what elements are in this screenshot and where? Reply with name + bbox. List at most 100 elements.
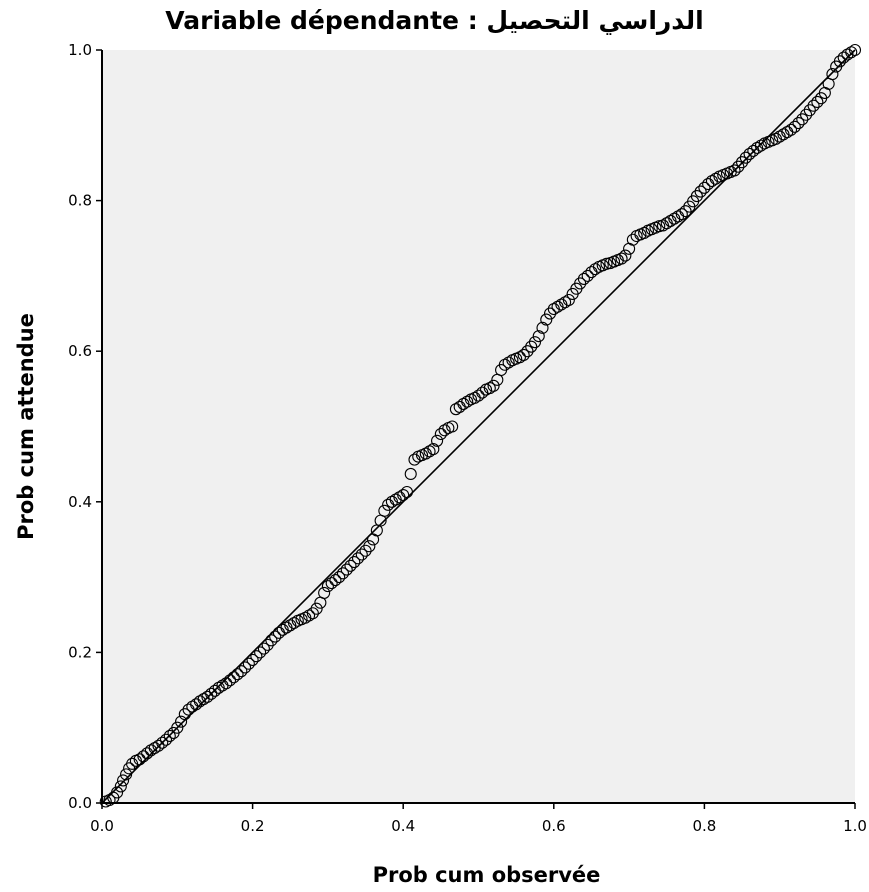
data-point: [242, 657, 255, 670]
data-point: [525, 340, 538, 353]
data-point: [796, 113, 809, 126]
data-point: [336, 567, 350, 580]
data-point: [227, 671, 240, 684]
data-point: [803, 104, 816, 117]
data-point: [521, 345, 534, 358]
data-point: [329, 574, 342, 587]
data-point: [536, 321, 549, 334]
data-point: [434, 427, 447, 441]
x-axis-title: Prob cum observée: [373, 863, 601, 887]
data-point: [114, 780, 127, 793]
x-tick-label: 0.2: [241, 817, 265, 835]
data-point: [231, 668, 244, 681]
data-point: [201, 690, 214, 703]
data-point: [152, 739, 165, 752]
data-point: [532, 330, 545, 343]
data-point: [404, 467, 417, 480]
data-point: [743, 147, 756, 160]
y-tick-label: 0.0: [68, 794, 92, 812]
data-point: [325, 577, 338, 590]
data-point: [265, 634, 278, 647]
data-point: [540, 313, 553, 326]
data-point: [615, 252, 628, 265]
data-point: [487, 379, 500, 392]
data-point: [732, 160, 745, 173]
data-point: [351, 552, 365, 565]
data-point: [807, 99, 820, 112]
data-point: [220, 677, 233, 690]
data-point: [833, 55, 846, 68]
data-point: [811, 95, 824, 109]
data-point: [698, 181, 711, 194]
data-point: [574, 277, 587, 290]
data-point: [246, 653, 259, 666]
data-point: [653, 220, 666, 233]
data-point: [344, 559, 357, 572]
data-point: [400, 485, 414, 499]
data-point: [517, 348, 530, 362]
data-point: [446, 420, 459, 433]
y-tick-label: 1.0: [68, 41, 92, 59]
data-point: [257, 642, 270, 655]
data-point: [848, 43, 862, 57]
x-tick-label: 0.8: [692, 817, 716, 835]
data-point: [159, 733, 173, 746]
x-tick-label: 0.4: [391, 817, 415, 835]
data-point: [348, 555, 361, 569]
data-point: [111, 786, 124, 799]
data-point: [784, 123, 798, 136]
y-tick-label: 0.8: [68, 192, 92, 210]
x-tick-label: 1.0: [843, 817, 867, 835]
data-point: [355, 548, 368, 561]
data-point: [120, 768, 133, 781]
data-point: [175, 715, 188, 728]
data-point: [619, 249, 632, 262]
data-point: [690, 190, 703, 203]
data-point: [562, 293, 575, 307]
data-point: [679, 205, 692, 218]
data-point: [318, 586, 331, 599]
axis-ticks: 0.0 0.2 0.4 0.6 0.8 1.0 0.0 0.2 0.4 0.6 0.8 1.0: [68, 41, 867, 835]
y-tick-label: 0.2: [68, 643, 92, 661]
data-point: [600, 257, 613, 270]
data-point: [269, 630, 282, 643]
data-point: [408, 453, 421, 466]
x-tick-label: 0.0: [90, 817, 114, 835]
data-point: [126, 757, 139, 770]
data-point: [205, 687, 218, 700]
data-point: [431, 434, 444, 447]
data-point: [577, 272, 590, 285]
data-point: [543, 307, 557, 320]
data-point: [171, 721, 184, 734]
data-point: [250, 650, 263, 663]
y-tick-label: 0.6: [68, 342, 92, 360]
data-point: [728, 164, 741, 177]
data-point: [239, 661, 252, 674]
data-point: [739, 151, 752, 164]
data-point: [581, 269, 594, 282]
data-point: [333, 571, 346, 584]
data-point: [792, 116, 805, 130]
data-point: [397, 488, 410, 502]
data-points: [99, 43, 862, 808]
data-point: [306, 607, 319, 620]
data-point: [137, 750, 150, 763]
data-point: [254, 646, 267, 659]
data-point: [235, 665, 248, 678]
data-point: [472, 389, 485, 402]
data-point: [528, 336, 542, 349]
data-point: [378, 504, 391, 517]
data-point: [156, 736, 169, 749]
data-point: [133, 753, 146, 766]
x-tick-label: 0.6: [542, 817, 566, 835]
data-point: [694, 185, 707, 198]
data-point: [321, 580, 334, 593]
data-point: [735, 156, 749, 169]
data-point: [340, 563, 353, 576]
data-point: [675, 208, 688, 221]
data-point: [427, 443, 440, 456]
data-point: [261, 638, 274, 651]
data-point: [223, 674, 237, 687]
chart-title: Variable dépendante : الدراسي التحصيل: [165, 6, 704, 35]
